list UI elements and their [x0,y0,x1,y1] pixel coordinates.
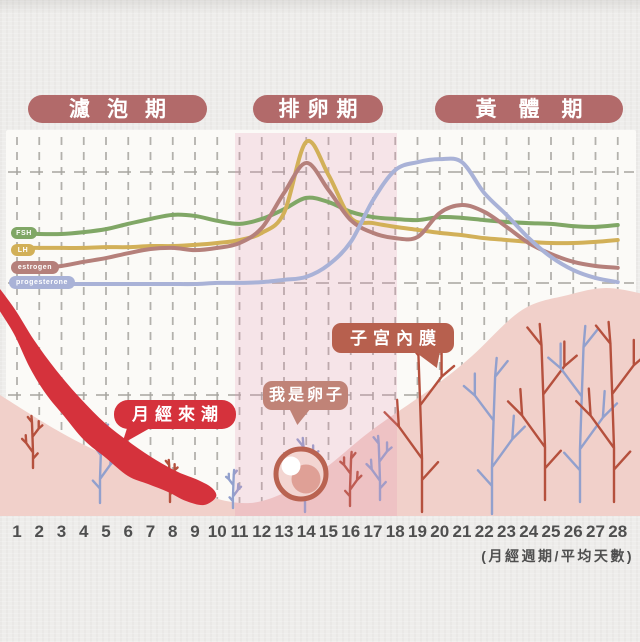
legend-estrogen: estrogen [11,261,59,274]
axis-day-label: 27 [586,522,605,541]
endometrium-mound [0,287,640,516]
hormone-curve-lh [15,138,620,250]
axis-day-label: 8 [168,522,178,541]
x-axis-caption: (月經週期/平均天數) [481,548,634,564]
hormone-curve-fsh [15,195,620,237]
hormone-curve-progesterone [15,156,620,287]
phase-pill-follicular: 濾泡期 [28,95,207,123]
menstrual-flow-illustration [0,289,217,506]
axis-day-label: 23 [497,522,516,541]
axis-day-label: 20 [430,522,450,541]
axis-day-label: 17 [363,522,383,541]
endometrium-bubble-label: 子宮內膜 [350,328,442,348]
axis-day-label: 1 [12,522,22,541]
phase-pill-ovulation: 排卵期 [253,95,383,123]
legend-fsh: FSH [11,227,37,239]
egg-bubble-label: 我是卵子 [268,386,345,404]
menstruation-bubble: 月經來潮 [114,400,236,444]
endometrium-bubble: 子宮內膜 [332,323,454,368]
egg-highlight [281,456,301,476]
axis-day-label: 4 [79,522,89,541]
hormone-curve-estrogen [15,160,620,270]
axis-day-label: 2 [34,522,44,541]
axis-day-label: 14 [296,522,316,541]
axis-day-label: 10 [207,522,227,541]
axis-day-label: 15 [319,522,338,541]
egg-bubble: 我是卵子 [263,381,348,425]
axis-day-label: 7 [145,522,156,541]
axis-day-label: 9 [190,522,200,541]
legend-progesterone: progesterone [9,276,75,289]
branch-icon [575,320,640,504]
axis-day-label: 25 [541,522,561,541]
branch-icon [365,434,393,502]
axis-day-label: 3 [56,522,67,541]
branch-icon [462,356,526,516]
axis-day-label: 24 [519,522,539,541]
axis-day-label: 22 [474,522,494,541]
branch-icon [224,468,243,510]
axis-day-label: 21 [452,522,472,541]
axis-day-label: 16 [341,522,361,541]
axis-day-label: 13 [274,522,294,541]
axis-day-label: 11 [230,522,249,541]
axis-day-label: 28 [608,522,628,541]
legend-lh: LH [11,244,35,256]
phase-pill-luteal: 黃體期 [435,95,623,123]
axis-day-label: 5 [101,522,111,541]
branch-icon [339,450,363,508]
egg-inner [291,464,321,494]
axis-day-label: 26 [563,522,583,541]
branch-icon [20,414,44,470]
axis-day-label: 18 [385,522,405,541]
branch-icon [506,322,578,502]
branch-icon [547,324,619,504]
axis-day-label: 6 [123,522,133,541]
axis-day-label: 12 [252,522,272,541]
axis-day-label: 19 [408,522,427,541]
menstruation-bubble-label: 月經來潮 [132,405,224,424]
